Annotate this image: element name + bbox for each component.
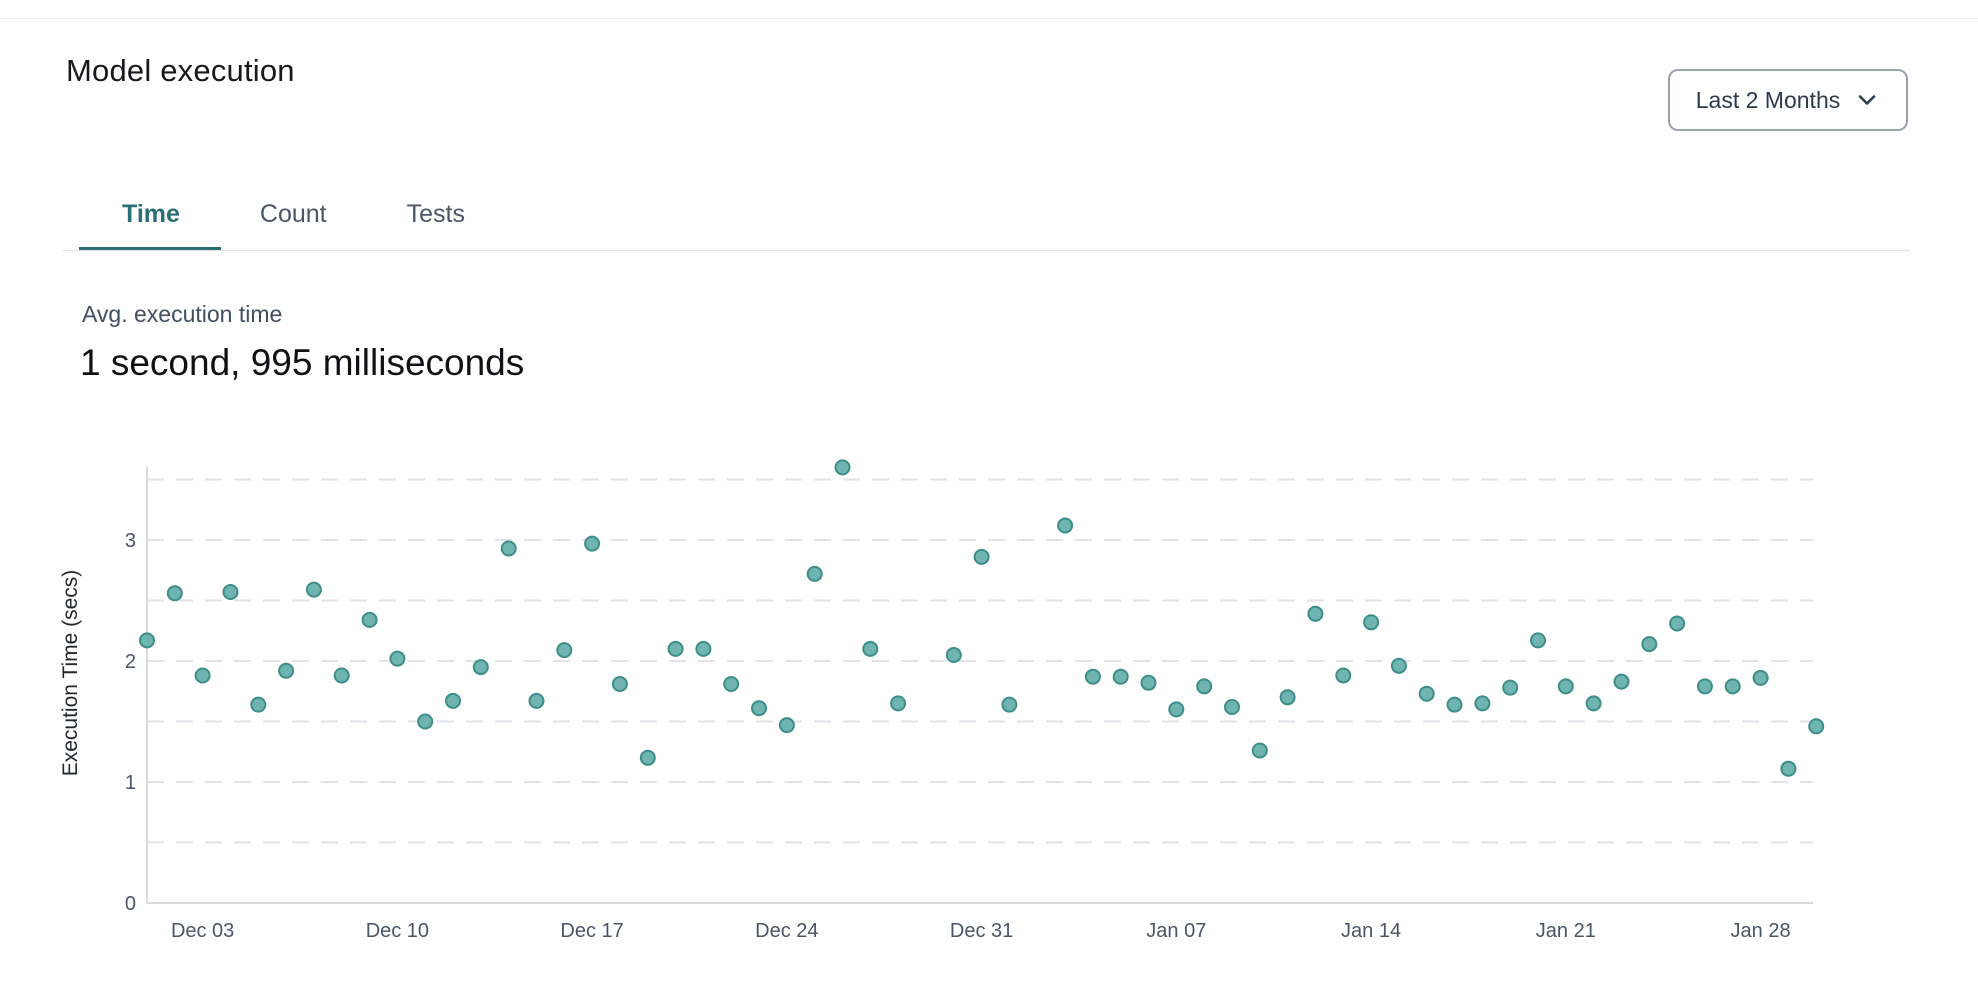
tabs-divider xyxy=(63,250,1910,251)
data-point xyxy=(1724,678,1741,695)
stat-value: 1 second, 995 milliseconds xyxy=(80,342,525,383)
data-point xyxy=(1390,657,1407,674)
x-tick-label: Jan 21 xyxy=(1536,920,1596,942)
data-point xyxy=(194,667,211,684)
data-point xyxy=(1335,667,1352,684)
data-point xyxy=(1613,673,1630,690)
x-tick-label: Dec 24 xyxy=(755,920,818,942)
data-point xyxy=(1196,678,1213,695)
data-point xyxy=(445,692,461,709)
y-tick-label: 3 xyxy=(125,530,136,552)
x-tick-label: Dec 31 xyxy=(950,920,1013,942)
y-tick-label: 1 xyxy=(125,772,136,794)
data-point xyxy=(1696,678,1713,695)
data-point xyxy=(862,640,879,657)
data-point xyxy=(1502,679,1519,696)
data-point xyxy=(250,696,267,713)
tab-count[interactable]: Count xyxy=(259,200,327,228)
data-point xyxy=(500,540,517,557)
data-point xyxy=(1418,685,1435,702)
data-point xyxy=(1001,696,1018,713)
y-tick-label: 0 xyxy=(125,893,136,915)
data-point xyxy=(1057,517,1074,534)
data-point xyxy=(695,640,712,657)
data-point xyxy=(361,611,378,628)
data-point xyxy=(945,647,962,663)
data-point xyxy=(389,650,406,667)
top-divider xyxy=(0,18,1978,19)
data-point xyxy=(1140,674,1157,691)
x-tick-label: Dec 17 xyxy=(560,920,623,942)
tab-tests[interactable]: Tests xyxy=(406,200,465,228)
data-point xyxy=(139,632,155,649)
data-point xyxy=(1307,605,1324,622)
data-point xyxy=(1168,701,1185,718)
x-tick-label: Jan 28 xyxy=(1731,920,1791,942)
data-point xyxy=(723,676,740,692)
data-point xyxy=(1084,668,1101,685)
data-point xyxy=(973,548,990,565)
x-tick-label: Dec 10 xyxy=(366,920,429,942)
data-point xyxy=(1585,695,1602,712)
page-title: Model execution xyxy=(66,53,295,88)
data-point xyxy=(890,695,907,712)
data-point xyxy=(222,584,239,600)
data-point xyxy=(611,676,628,692)
stat-label: Avg. execution time xyxy=(82,301,283,327)
data-point xyxy=(1112,668,1129,685)
active-tab-indicator xyxy=(79,247,221,251)
data-point xyxy=(1752,669,1769,686)
data-point xyxy=(1363,614,1380,631)
data-point xyxy=(333,667,350,684)
x-tick-label: Dec 03 xyxy=(171,920,234,942)
data-point xyxy=(1279,689,1296,706)
data-point xyxy=(1641,636,1658,653)
date-range-dropdown[interactable]: Last 2 Months xyxy=(1668,69,1908,131)
data-point xyxy=(667,640,684,657)
data-point xyxy=(556,642,573,659)
data-point xyxy=(417,713,434,730)
data-point xyxy=(1474,695,1491,712)
data-point xyxy=(472,659,489,676)
data-point xyxy=(1446,696,1463,713)
data-point xyxy=(1808,718,1825,735)
data-point xyxy=(1669,615,1686,632)
date-range-label: Last 2 Months xyxy=(1695,86,1841,113)
data-point xyxy=(166,585,183,602)
data-point xyxy=(1530,632,1546,649)
data-point xyxy=(806,565,823,582)
data-point xyxy=(751,700,767,717)
data-point xyxy=(528,692,545,709)
data-point xyxy=(1557,678,1574,695)
data-point xyxy=(305,581,322,598)
tab-time[interactable]: Time xyxy=(122,200,180,228)
data-point xyxy=(834,459,851,476)
data-point xyxy=(1251,742,1268,759)
chevron-down-icon xyxy=(1858,95,1876,105)
data-point xyxy=(278,662,295,679)
x-tick-label: Jan 07 xyxy=(1146,920,1206,942)
data-point xyxy=(778,717,795,734)
y-tick-label: 2 xyxy=(125,651,136,673)
data-point xyxy=(639,749,656,766)
y-axis-title: Execution Time (secs) xyxy=(59,570,82,777)
data-point xyxy=(1224,699,1240,715)
chart-tabs: Time Count Tests xyxy=(122,200,465,229)
data-point xyxy=(584,535,601,552)
data-point xyxy=(1780,760,1797,777)
execution-time-scatter-chart: 0 1 2 3 Dec 03 Dec 10 Dec 17 Dec 24 Dec 31 Jan 07… xyxy=(59,459,1825,942)
x-tick-label: Jan 14 xyxy=(1341,920,1401,942)
